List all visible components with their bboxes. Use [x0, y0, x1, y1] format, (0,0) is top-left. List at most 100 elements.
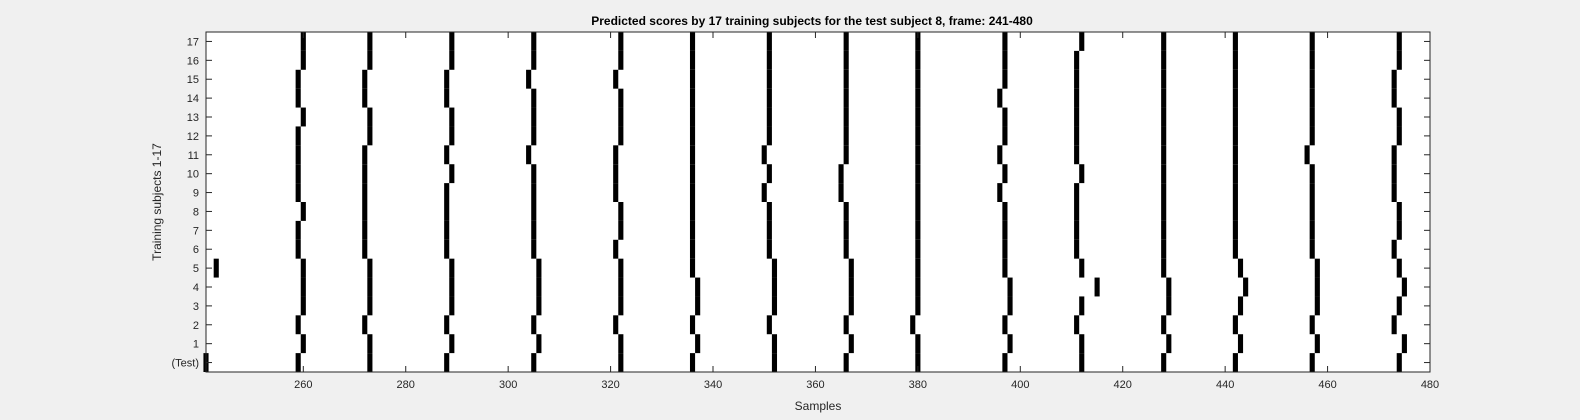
y-tick-label: 7: [193, 225, 199, 237]
mark-cell: [1232, 145, 1238, 165]
mark-cell: [1079, 353, 1085, 372]
mark-cell: [843, 32, 849, 51]
mark-cell: [1314, 334, 1320, 354]
mark-cell: [362, 315, 368, 335]
mark-cell: [915, 88, 921, 108]
mark-cell: [367, 107, 373, 127]
mark-cell: [618, 296, 624, 316]
mark-cell: [295, 183, 301, 202]
mark-cell: [915, 353, 921, 372]
y-tick-label: (Test): [172, 358, 200, 370]
mark-cell: [618, 88, 624, 108]
mark-cell: [1166, 277, 1172, 297]
mark-cell: [915, 202, 921, 221]
mark-cell: [618, 277, 624, 297]
mark-cell: [531, 32, 537, 51]
mark-cell: [367, 258, 373, 278]
mark-cell: [1232, 183, 1238, 202]
mark-cell: [1309, 69, 1315, 89]
mark-cell: [295, 353, 301, 372]
mark-cell: [1232, 32, 1238, 51]
mark-cell: [367, 32, 373, 51]
mark-cell: [689, 107, 696, 127]
mark-cell: [997, 183, 1003, 202]
mark-cell: [1161, 50, 1167, 70]
mark-cell: [300, 258, 306, 278]
mark-cell: [771, 258, 778, 278]
mark-cell: [1309, 220, 1315, 240]
mark-cell: [915, 220, 921, 240]
plot-area: [206, 32, 1430, 372]
mark-cell: [1401, 277, 1407, 297]
mark-cell: [1161, 220, 1167, 240]
mark-cell: [1232, 315, 1238, 335]
mark-cell: [536, 277, 542, 297]
mark-cell: [1079, 164, 1085, 184]
mark-cell: [1161, 315, 1167, 335]
mark-cell: [1166, 334, 1172, 354]
mark-cell: [1079, 258, 1085, 278]
mark-cell: [915, 164, 921, 184]
x-tick-label: 320: [601, 379, 619, 391]
mark-cell: [766, 315, 772, 335]
mark-cell: [618, 32, 624, 51]
mark-cell: [843, 315, 849, 335]
x-axis: 260 280 300 320 340 360 380 400 420 440 460 480: [294, 32, 1439, 391]
mark-cell: [536, 334, 542, 354]
mark-cell: [618, 334, 624, 354]
mark-cell: [618, 50, 624, 70]
mark-cell: [1007, 277, 1013, 297]
mark-cell: [1396, 107, 1402, 127]
mark-cell: [1391, 315, 1397, 335]
mark-cell: [689, 258, 696, 278]
mark-cell: [915, 32, 921, 51]
mark-cell: [449, 107, 455, 127]
mark-cell: [613, 183, 619, 202]
mark-cell: [843, 220, 849, 240]
y-tick-label: 6: [193, 244, 199, 256]
mark-cell: [838, 183, 844, 202]
mark-cell: [531, 50, 537, 70]
mark-cell: [618, 126, 624, 146]
mark-cell: [1161, 107, 1167, 127]
mark-cell: [1232, 164, 1238, 184]
mark-cell: [367, 126, 373, 146]
mark-cell: [848, 258, 854, 278]
mark-cell: [761, 183, 767, 202]
mark-cell: [1079, 334, 1085, 354]
y-tick-label: 5: [193, 263, 199, 275]
y-tick-label: 10: [187, 169, 199, 181]
mark-cell: [1002, 126, 1008, 146]
mark-cell: [531, 88, 537, 108]
mark-cell: [444, 145, 450, 165]
mark-cell: [295, 220, 301, 240]
y-tick-label: 14: [187, 93, 199, 105]
mark-cell: [1309, 107, 1315, 127]
mark-cell: [915, 50, 921, 70]
mark-cell: [1007, 296, 1013, 316]
mark-cell: [295, 88, 301, 108]
chart-title: Predicted scores by 17 training subjects…: [591, 14, 1033, 28]
x-tick-label: 380: [909, 379, 927, 391]
mark-cell: [766, 239, 772, 259]
mark-cell: [295, 69, 301, 89]
mark-cell: [915, 277, 921, 297]
y-tick-label: 12: [187, 131, 199, 143]
mark-cell: [695, 334, 701, 354]
mark-cell: [1074, 107, 1080, 127]
mark-cell: [1232, 50, 1238, 70]
mark-cell: [1232, 202, 1238, 221]
mark-cell: [1391, 239, 1397, 259]
mark-cell: [1391, 183, 1397, 202]
x-tick-label: 480: [1421, 379, 1439, 391]
mark-cell: [362, 183, 368, 202]
mark-cell: [444, 69, 450, 89]
mark-cell: [1002, 202, 1008, 221]
mark-cell: [1002, 220, 1008, 240]
mark-cell: [213, 258, 219, 278]
mark-cell: [766, 220, 772, 240]
mark-cell: [1309, 32, 1315, 51]
mark-cell: [1396, 353, 1402, 372]
mark-cell: [915, 239, 921, 259]
